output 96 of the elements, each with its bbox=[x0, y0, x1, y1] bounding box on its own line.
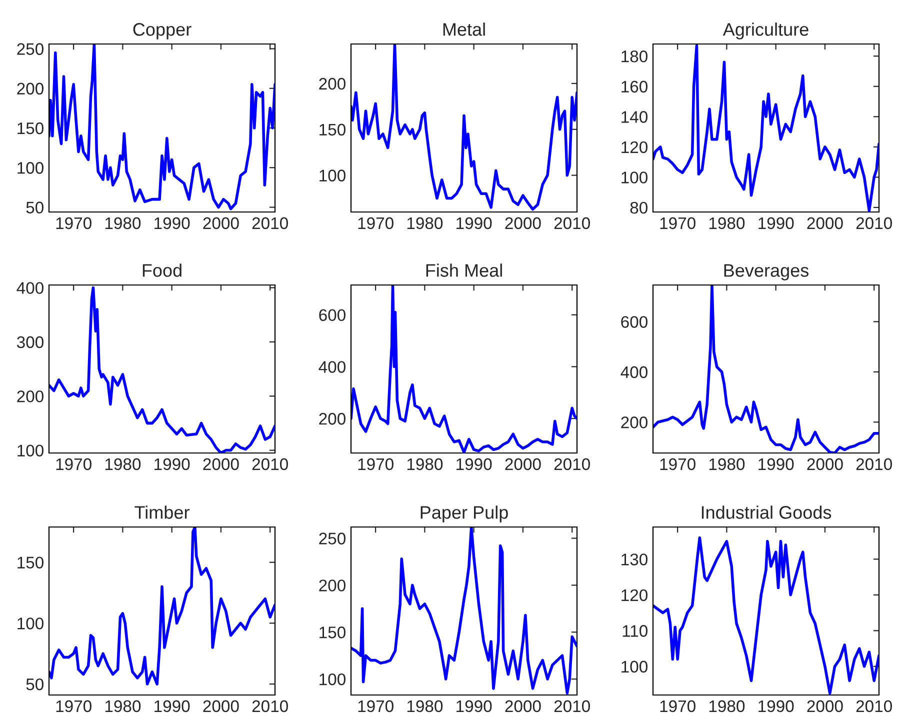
chart-title: Copper bbox=[133, 23, 192, 40]
y-tick-label: 200 bbox=[319, 412, 346, 425]
y-tick-label: 100 bbox=[622, 660, 648, 673]
x-tick-label: 2010 bbox=[856, 217, 892, 230]
x-tick-label: 1970 bbox=[660, 217, 696, 230]
y-tick-label: 50 bbox=[26, 678, 44, 690]
x-tick-label: 1990 bbox=[154, 700, 190, 712]
y-tick-label: 200 bbox=[17, 390, 44, 402]
x-tick-label: 1970 bbox=[358, 700, 394, 712]
y-tick-label: 80 bbox=[630, 202, 648, 214]
y-tick-label: 120 bbox=[622, 589, 648, 602]
chart-title: Paper Pulp bbox=[420, 506, 508, 522]
x-tick-label: 2000 bbox=[505, 700, 541, 712]
x-tick-label: 2000 bbox=[203, 217, 239, 230]
y-tick-label: 100 bbox=[320, 673, 346, 686]
y-tick-label: 100 bbox=[18, 618, 44, 630]
x-tick-label: 1970 bbox=[358, 217, 394, 230]
x-tick-label: 1980 bbox=[709, 217, 745, 230]
y-tick-label: 150 bbox=[18, 556, 44, 569]
x-tick-label: 2000 bbox=[505, 458, 541, 470]
x-tick-label: 1980 bbox=[407, 458, 443, 470]
x-tick-label: 1990 bbox=[758, 458, 794, 470]
y-tick-label: 400 bbox=[620, 366, 648, 378]
x-tick-label: 1980 bbox=[407, 700, 443, 712]
y-tick-label: 110 bbox=[622, 625, 648, 637]
y-tick-label: 160 bbox=[622, 80, 648, 93]
y-tick-label: 100 bbox=[18, 162, 44, 174]
x-tick-label: 1980 bbox=[105, 217, 141, 230]
chart-title: Agriculture bbox=[722, 22, 808, 40]
x-tick-label: 1970 bbox=[56, 700, 92, 712]
chart-title: Industrial Goods bbox=[702, 506, 832, 519]
x-tick-label: 1970 bbox=[56, 458, 92, 470]
y-tick-label: 140 bbox=[622, 111, 648, 123]
x-tick-label: 1990 bbox=[456, 217, 492, 230]
chart-title: Beverages bbox=[724, 264, 809, 280]
x-tick-label: 2010 bbox=[554, 217, 590, 230]
y-tick-label: 130 bbox=[622, 554, 648, 566]
chart-title: Fish Meal bbox=[426, 264, 502, 277]
y-tick-label: 50 bbox=[26, 202, 44, 214]
chart-title: Food bbox=[142, 264, 182, 277]
x-tick-label: 1980 bbox=[407, 217, 443, 230]
line-series bbox=[653, 44, 879, 212]
line-series bbox=[653, 285, 879, 453]
x-tick-label: 1990 bbox=[154, 458, 190, 470]
line-series bbox=[49, 286, 275, 453]
x-tick-label: 2000 bbox=[203, 700, 239, 712]
x-tick-label: 2010 bbox=[554, 700, 590, 712]
y-tick-label: 300 bbox=[16, 336, 44, 348]
y-tick-label: 200 bbox=[17, 82, 44, 95]
x-tick-label: 1990 bbox=[456, 700, 492, 712]
line-series bbox=[49, 44, 275, 210]
x-tick-label: 1980 bbox=[105, 458, 141, 470]
chart-title: Metal bbox=[443, 22, 485, 36]
y-tick-label: 120 bbox=[622, 141, 648, 154]
y-tick-label: 200 bbox=[319, 78, 346, 90]
x-tick-label: 2000 bbox=[505, 217, 541, 230]
x-tick-label: 1970 bbox=[358, 458, 394, 470]
x-tick-label: 1990 bbox=[758, 700, 794, 712]
x-tick-label: 2010 bbox=[856, 700, 892, 712]
y-tick-label: 100 bbox=[622, 172, 648, 184]
x-tick-label: 2010 bbox=[252, 458, 288, 470]
line-series bbox=[351, 44, 577, 211]
x-tick-label: 1970 bbox=[660, 700, 696, 712]
y-tick-label: 200 bbox=[621, 416, 648, 428]
y-tick-label: 150 bbox=[18, 122, 44, 134]
y-tick-label: 400 bbox=[318, 361, 346, 373]
y-tick-label: 180 bbox=[622, 50, 648, 62]
x-tick-label: 1990 bbox=[456, 458, 492, 470]
x-tick-label: 2010 bbox=[252, 217, 288, 230]
y-tick-label: 150 bbox=[320, 124, 346, 136]
x-tick-label: 2000 bbox=[807, 700, 843, 712]
x-tick-label: 2010 bbox=[856, 458, 892, 470]
chart-title: Timber bbox=[134, 506, 190, 519]
x-tick-label: 1980 bbox=[709, 700, 745, 712]
x-tick-label: 2010 bbox=[554, 458, 590, 470]
x-tick-label: 1980 bbox=[709, 458, 745, 470]
x-tick-label: 2000 bbox=[203, 458, 239, 470]
y-tick-label: 150 bbox=[320, 626, 346, 638]
x-tick-label: 1990 bbox=[154, 217, 190, 230]
y-tick-label: 400 bbox=[16, 282, 44, 294]
y-tick-label: 600 bbox=[319, 309, 346, 322]
x-tick-label: 1970 bbox=[660, 458, 696, 470]
line-series bbox=[351, 285, 577, 453]
y-tick-label: 250 bbox=[17, 43, 44, 55]
x-tick-label: 2000 bbox=[807, 217, 843, 230]
y-tick-label: 600 bbox=[621, 316, 648, 328]
x-tick-label: 1980 bbox=[105, 700, 141, 712]
y-tick-label: 250 bbox=[319, 532, 346, 544]
x-tick-label: 2000 bbox=[807, 458, 843, 470]
line-series bbox=[351, 527, 577, 695]
y-tick-label: 100 bbox=[320, 170, 346, 182]
x-tick-label: 1970 bbox=[56, 217, 92, 230]
y-tick-label: 100 bbox=[18, 444, 44, 456]
x-tick-label: 1990 bbox=[758, 217, 794, 230]
y-tick-label: 200 bbox=[319, 580, 346, 592]
x-tick-label: 2010 bbox=[252, 700, 288, 712]
